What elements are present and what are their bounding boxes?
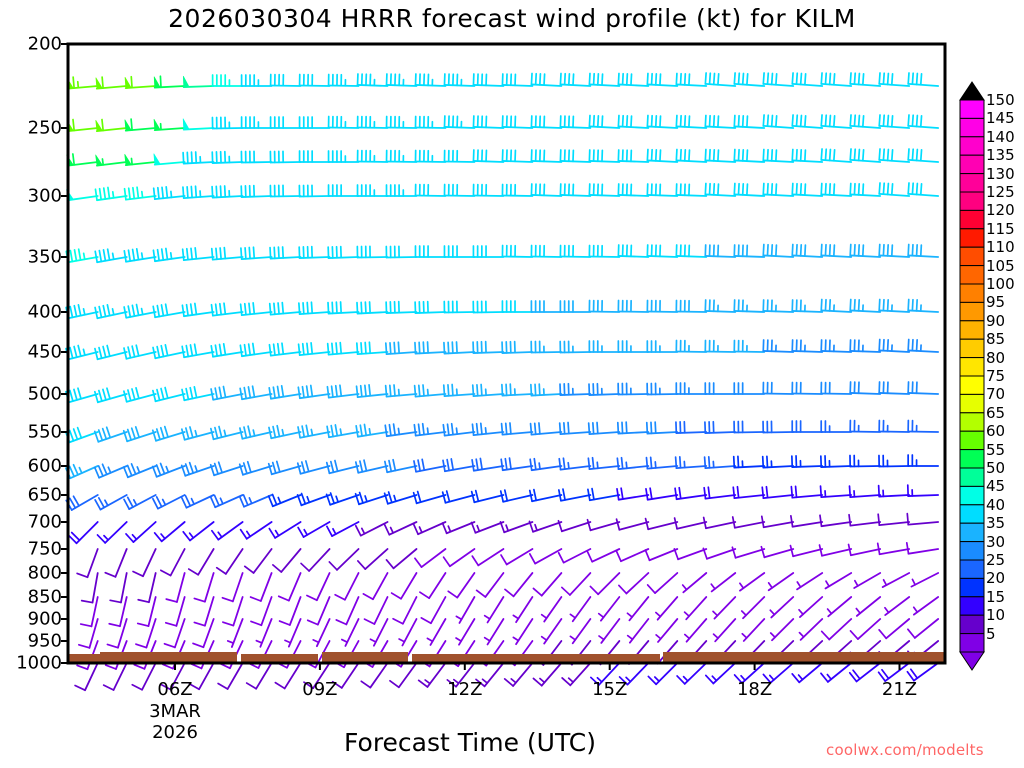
- y-axis-tick-label: 550: [27, 421, 62, 443]
- colorbar-tick-label: 15: [986, 587, 1006, 606]
- y-axis-tick-label: 300: [27, 185, 62, 207]
- date-label: 3MAR 2026: [149, 701, 201, 743]
- colorbar-tick-label: 130: [986, 164, 1015, 183]
- colorbar-tick-label: 45: [986, 477, 1006, 496]
- y-axis-tick-label: 350: [27, 246, 62, 268]
- colorbar-tick-label: 125: [986, 183, 1015, 201]
- y-axis-tick-label: 700: [27, 511, 62, 533]
- colorbar: [959, 81, 985, 671]
- colorbar-tick-label: 145: [986, 109, 1015, 128]
- y-axis-tick-label: 500: [27, 383, 62, 405]
- y-axis-tick-label: 800: [27, 562, 62, 584]
- y-axis-tick-label: 850: [27, 586, 62, 608]
- colorbar-tick-label: 40: [986, 495, 1006, 514]
- y-axis-tick-labels: 200 250 300 350 400 450 500 550 600 650 700 750 800 8…: [0, 0, 62, 768]
- y-axis-tick-label: 1000: [16, 652, 62, 674]
- watermark: coolwx.com/modelts: [826, 741, 984, 759]
- colorbar-tick-label: 70: [986, 385, 1006, 404]
- colorbar-tick-label: 50: [986, 459, 1006, 477]
- colorbar-tick-label: 55: [986, 440, 1006, 459]
- y-axis-tick-label: 650: [27, 484, 62, 506]
- date-label-year: 2026: [152, 722, 198, 743]
- x-axis-tick-label: 21Z: [881, 679, 918, 700]
- colorbar-tick-label: 135: [986, 146, 1015, 165]
- colorbar-tick-label: 35: [986, 514, 1006, 533]
- colorbar-tick-label: 110: [986, 238, 1015, 257]
- colorbar-tick-label: 120: [986, 201, 1015, 220]
- colorbar-tick-label: 85: [986, 330, 1006, 349]
- x-axis-tick-label: 06Z: [157, 679, 193, 700]
- y-axis-tick-label: 950: [27, 630, 62, 652]
- x-axis-tick-label: 15Z: [592, 679, 628, 700]
- colorbar-tick-label: 90: [986, 311, 1006, 330]
- colorbar-tick-label: 100: [986, 275, 1015, 293]
- terrain-bar: [68, 652, 945, 663]
- colorbar-tick-label: 150: [986, 91, 1015, 109]
- date-label-month: 3MAR: [149, 701, 201, 722]
- colorbar-tick-label: 25: [986, 551, 1006, 569]
- colorbar-tick-label: 115: [986, 219, 1015, 238]
- colorbar-tick-label: 75: [986, 367, 1006, 385]
- colorbar-tick-label: 60: [986, 422, 1006, 441]
- colorbar-tick-label: 65: [986, 403, 1006, 422]
- y-axis-tick-label: 200: [27, 33, 62, 55]
- colorbar-tick-label: 5: [986, 624, 996, 643]
- wind-barb-field: [64, 72, 940, 692]
- page-title: 2026030304 HRRR forecast wind profile (k…: [168, 4, 856, 33]
- colorbar-tick-label: 95: [986, 293, 1006, 312]
- x-axis-tick-label: 09Z: [302, 679, 338, 700]
- y-axis-tick-label: 600: [27, 455, 62, 477]
- y-axis-tick-label: 400: [27, 301, 62, 323]
- x-axis-tick-label: 18Z: [736, 679, 773, 700]
- colorbar-tick-label: 80: [986, 348, 1006, 367]
- colorbar-tick-label: 140: [986, 127, 1015, 146]
- x-axis-title: Forecast Time (UTC): [344, 728, 596, 757]
- colorbar-tick-label: 20: [986, 569, 1006, 588]
- y-axis-tick-label: 900: [27, 608, 62, 630]
- y-axis-tick-label: 450: [27, 341, 62, 363]
- x-axis-tick-label: 12Z: [447, 679, 483, 700]
- y-axis-tick-label: 250: [27, 117, 62, 139]
- colorbar-tick-label: 30: [986, 532, 1006, 551]
- y-axis-tick-label: 750: [27, 538, 62, 560]
- colorbar-tick-label: 10: [986, 606, 1006, 625]
- colorbar-tick-label: 105: [986, 256, 1015, 275]
